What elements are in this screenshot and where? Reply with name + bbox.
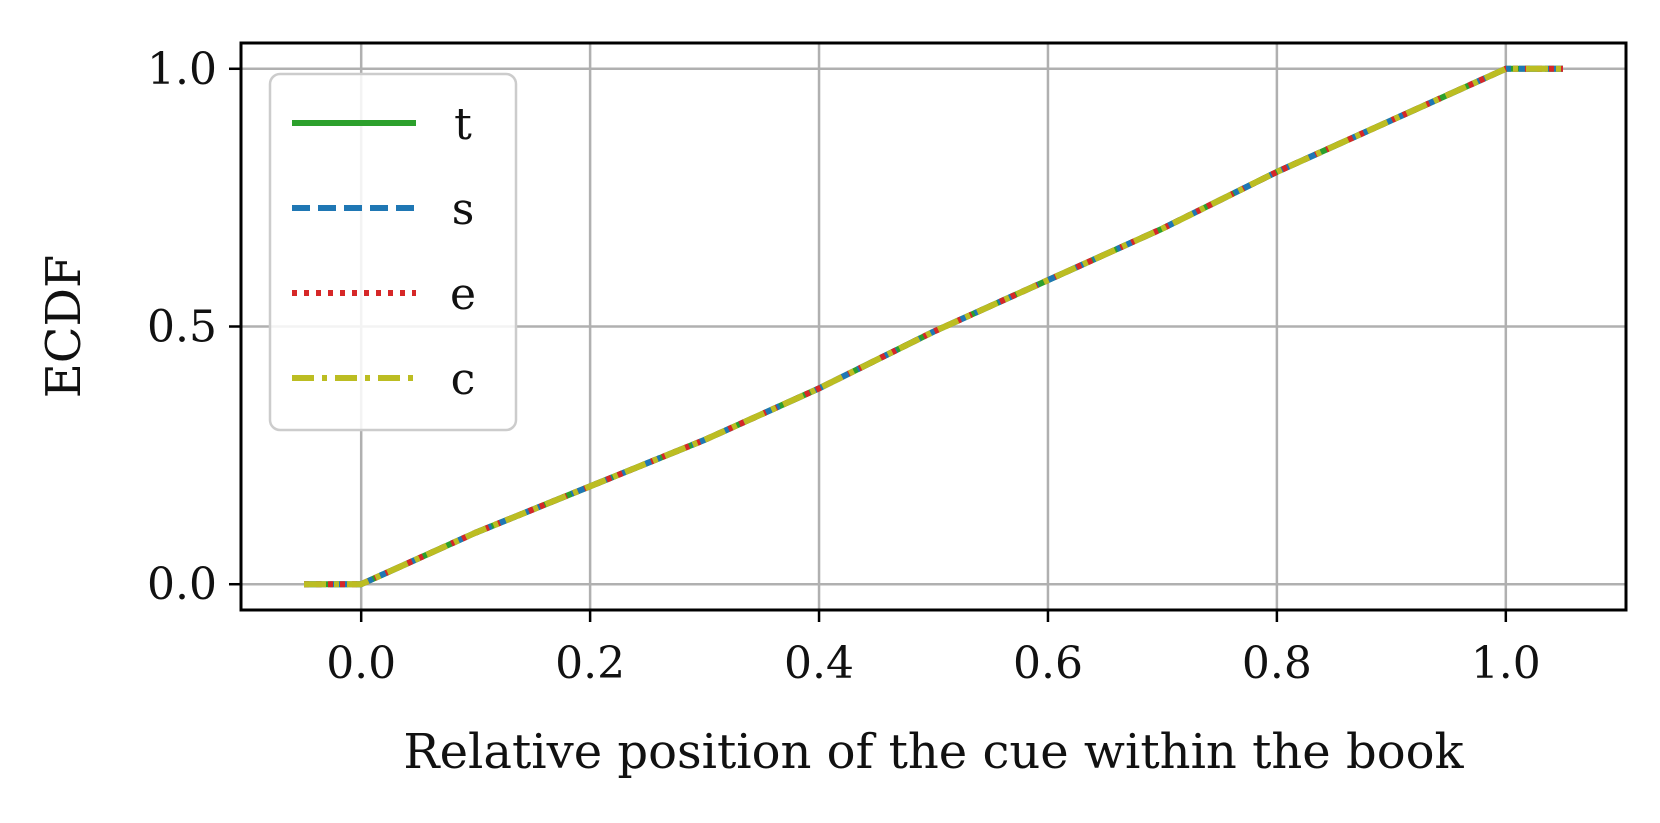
x-tick-label: 0.8 (1242, 638, 1312, 689)
y-tick-label: 1.0 (147, 44, 217, 95)
x-tick-label: 0.4 (784, 638, 854, 689)
legend-box (268, 72, 518, 432)
x-tick-label: 0.2 (555, 638, 625, 689)
series-line-c (304, 65, 1563, 588)
axis-ticks: 0.0 0.2 0.4 0.6 0.8 1.0 0.0 0.5 1.0 (147, 44, 1541, 689)
legend-label-e: e (450, 269, 476, 320)
grid-lines (241, 43, 1626, 610)
series-lines (304, 65, 1563, 588)
legend-label-s: s (452, 184, 475, 235)
y-axis-label: ECDF (36, 255, 92, 399)
x-tick-label: 0.6 (1013, 638, 1083, 689)
y-tick-label: 0.0 (147, 559, 217, 610)
y-tick-label: 0.5 (147, 302, 217, 353)
x-axis-label: Relative position of the cue within the … (403, 724, 1464, 780)
x-tick-label: 1.0 (1471, 638, 1541, 689)
legend-label-c: c (451, 354, 476, 405)
x-tick-label: 0.0 (326, 638, 396, 689)
legend-label-t: t (454, 99, 472, 150)
